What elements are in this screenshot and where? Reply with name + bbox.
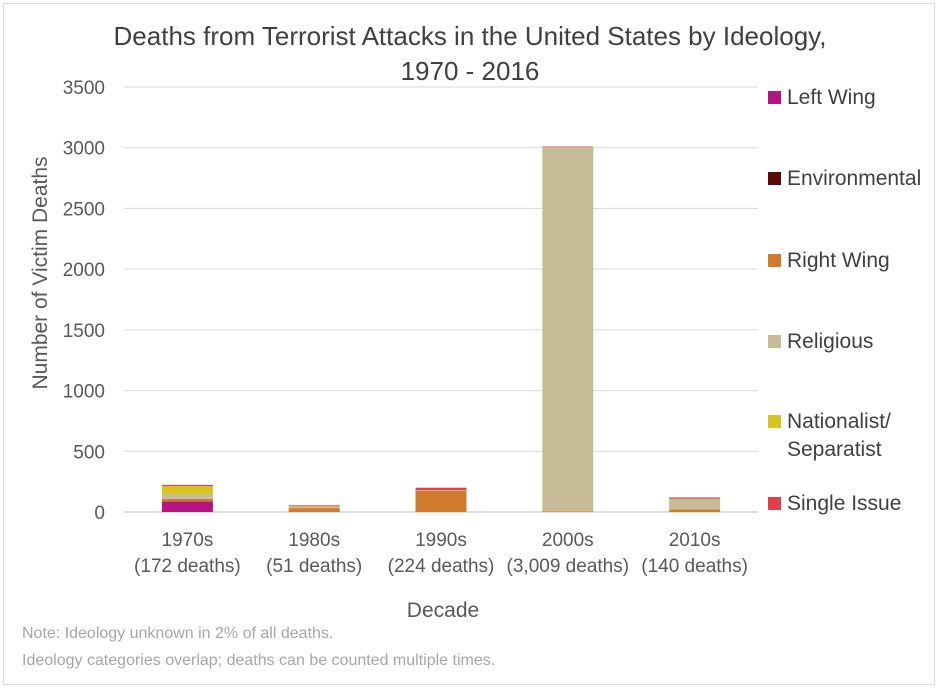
bar-segment-nationalist-separatist xyxy=(161,486,213,495)
bar-segment-right-wing xyxy=(161,498,213,502)
bar-segment-nationalist-separatist xyxy=(288,506,340,507)
y-tick-label: 500 xyxy=(73,442,105,463)
x-tick-label: 1990s xyxy=(415,530,467,551)
bar-segment-right-wing xyxy=(288,508,340,512)
bar-segment-religious xyxy=(669,498,721,510)
bar-segment-right-wing xyxy=(415,490,467,512)
legend-label: Right Wing xyxy=(787,249,890,272)
legend-swatch xyxy=(768,415,781,428)
chart-title-line-2: 1970 - 2016 xyxy=(400,56,540,86)
legend-swatch xyxy=(768,335,781,348)
bar-segment-single-issue xyxy=(288,505,340,507)
bar-segment-religious xyxy=(542,147,594,512)
y-tick-label: 0 xyxy=(94,503,105,524)
footnote-unknown-ideology: Note: Ideology unknown in 2% of all deat… xyxy=(22,625,334,642)
x-tick-label: 2000s xyxy=(542,530,594,551)
bar-segment-single-issue xyxy=(415,487,467,491)
y-tick-label: 2000 xyxy=(63,260,105,281)
x-tick-label: 2010s xyxy=(669,530,721,551)
bar-segment-religious xyxy=(415,490,467,491)
y-axis-title: Number of Victim Deaths xyxy=(29,156,52,389)
x-tick-label: 1980s xyxy=(288,530,340,551)
legend-label: Environmental xyxy=(787,167,922,190)
legend-swatch xyxy=(768,91,781,104)
bar-segment-single-issue xyxy=(161,484,213,487)
y-tick-label: 3000 xyxy=(63,139,105,160)
legend-swatch xyxy=(768,254,781,267)
x-tick-sublabel: (224 deaths) xyxy=(388,556,495,577)
bar-segment-single-issue xyxy=(542,146,594,148)
legend-label: Nationalist/ Separatist xyxy=(787,410,891,461)
legend-label: Left Wing xyxy=(787,86,876,109)
bar-segment-right-wing xyxy=(669,509,721,512)
bar-segment-religious xyxy=(161,494,213,499)
x-tick-sublabel: (172 deaths) xyxy=(134,556,241,577)
x-axis-title: Decade xyxy=(407,599,479,622)
legend-swatch xyxy=(768,497,781,510)
legend-label: Religious xyxy=(787,330,874,353)
bar-segment-left-wing xyxy=(161,501,213,512)
bar-segment-religious xyxy=(288,506,340,509)
legend-label: Single Issue xyxy=(787,492,902,515)
footnote-overlap: Ideology categories overlap; deaths can … xyxy=(22,652,496,669)
x-tick-sublabel: (3,009 deaths) xyxy=(507,556,630,577)
legend-swatch xyxy=(768,172,781,185)
y-tick-label: 1000 xyxy=(63,382,105,403)
x-tick-sublabel: (51 deaths) xyxy=(266,556,362,577)
x-tick-sublabel: (140 deaths) xyxy=(641,556,748,577)
y-tick-label: 1500 xyxy=(63,321,105,342)
y-tick-label: 2500 xyxy=(63,199,105,220)
y-tick-label: 3500 xyxy=(63,78,105,99)
x-tick-label: 1970s xyxy=(162,530,214,551)
chart-title-line-1: Deaths from Terrorist Attacks in the Uni… xyxy=(113,21,827,51)
bar-segment-right-wing xyxy=(542,511,594,512)
bar-segment-single-issue xyxy=(669,497,721,499)
